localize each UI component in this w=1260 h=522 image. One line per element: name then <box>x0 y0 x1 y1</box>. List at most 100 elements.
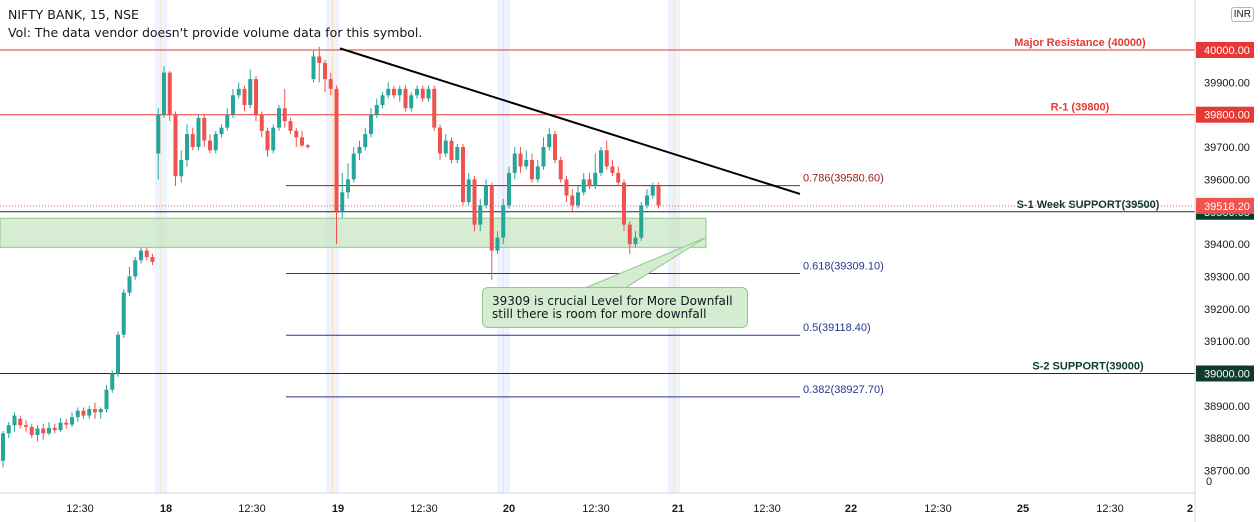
candle-body <box>415 88 419 96</box>
candle <box>547 127 552 151</box>
candle <box>599 147 603 177</box>
candle-body <box>219 127 224 135</box>
candle-body <box>535 166 540 180</box>
time-tick: 12:30 <box>66 503 94 515</box>
candle <box>24 420 28 432</box>
candle-body <box>58 422 63 431</box>
candle <box>1 431 5 468</box>
candle <box>472 176 477 232</box>
candle-body <box>340 192 345 212</box>
candle-body <box>162 72 166 115</box>
candle <box>173 111 178 186</box>
candle <box>639 202 644 241</box>
candle-body <box>616 172 621 183</box>
candle-body <box>300 137 304 146</box>
fibonacci-levels: 0.786(39580.60) 0.618(39309.10) 0.5(39118.… <box>286 173 884 398</box>
candle-body <box>254 79 258 115</box>
candle-body <box>208 140 212 151</box>
candle <box>363 127 368 151</box>
candle <box>374 98 379 118</box>
time-tick: 21 <box>672 503 684 515</box>
candle-body <box>294 130 299 138</box>
candle-body <box>288 121 293 131</box>
time-tick: 12:30 <box>753 503 781 515</box>
candle <box>489 182 494 280</box>
candle-body <box>93 409 97 413</box>
candle <box>328 72 333 96</box>
candle <box>501 198 506 245</box>
candle <box>581 172 586 196</box>
candle-body <box>231 95 235 115</box>
candle <box>622 179 626 232</box>
time-tick: 22 <box>845 503 857 515</box>
candle <box>156 108 161 180</box>
candle-body <box>334 88 339 212</box>
level-label: Major Resistance (40000) <box>1014 37 1146 49</box>
currency-button[interactable]: INR <box>1230 7 1254 22</box>
candle <box>271 124 276 154</box>
level-price-tag <box>1196 42 1254 58</box>
time-tick: 12:30 <box>410 503 438 515</box>
candle-body <box>357 147 362 154</box>
candle-body <box>64 422 69 425</box>
candle <box>288 117 293 135</box>
candle-body <box>346 179 350 193</box>
candle-body <box>328 79 333 89</box>
candle <box>29 423 34 439</box>
candle-body <box>144 250 149 258</box>
price-tick: 39700.00 <box>1204 142 1250 154</box>
level-label: R-1 (39800) <box>1051 102 1110 114</box>
candle <box>558 156 563 183</box>
candle-body <box>179 159 184 177</box>
candle-body <box>432 88 437 128</box>
candle-body <box>259 114 264 131</box>
candle-body <box>599 150 603 173</box>
candle-body <box>6 425 11 434</box>
candle-body <box>242 88 247 105</box>
candle-body <box>104 389 109 410</box>
volume-note: Vol: The data vendor doesn't provide vol… <box>8 25 423 40</box>
candle-body <box>553 134 557 160</box>
last-price-tag <box>1196 197 1254 214</box>
candle-body <box>512 153 517 173</box>
candle <box>495 231 500 254</box>
candle-body <box>110 373 115 390</box>
candle <box>415 85 419 99</box>
candle-body <box>438 127 442 154</box>
candle <box>87 405 92 419</box>
candle-body <box>190 134 195 148</box>
price-tick: 39200.00 <box>1204 304 1250 316</box>
candle-body <box>627 224 632 245</box>
time-tick: 18 <box>160 503 172 515</box>
candle-body <box>363 134 368 148</box>
candle <box>443 134 448 157</box>
candle-body <box>489 185 494 251</box>
candle-body <box>265 130 270 151</box>
level-price-tag-text: 39800.00 <box>1204 110 1250 122</box>
candles <box>1 46 661 468</box>
candle-body <box>248 79 253 105</box>
candle <box>305 143 310 149</box>
candle-body <box>81 410 86 416</box>
candle <box>52 423 57 434</box>
candle-body <box>351 153 356 180</box>
price-tick: 39400.00 <box>1204 239 1250 251</box>
time-tick: 12:30 <box>238 503 266 515</box>
candle <box>323 59 327 93</box>
candle-body <box>570 195 575 206</box>
price-tick: 39600.00 <box>1204 174 1250 186</box>
candle-body <box>587 179 592 186</box>
candle <box>104 384 109 413</box>
candle-body <box>541 147 546 167</box>
candle-body <box>547 134 552 148</box>
candle <box>616 166 621 186</box>
candle-body <box>29 426 34 435</box>
candle <box>346 163 350 199</box>
candle-body <box>501 205 506 238</box>
candle-body <box>202 117 207 141</box>
price-tick: 38800.00 <box>1204 433 1250 445</box>
candle-body <box>225 114 230 128</box>
candle-body <box>323 62 327 80</box>
candle <box>219 124 224 138</box>
